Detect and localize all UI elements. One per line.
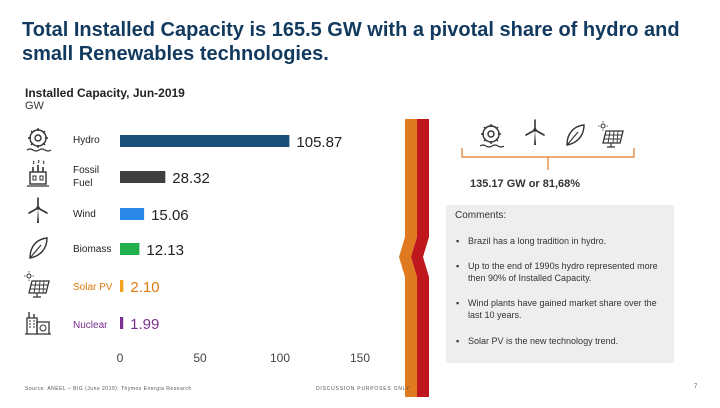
- hydro-icon: [479, 124, 505, 148]
- comment-item: ▪ Up to the end of 1990s hydro represent…: [456, 261, 658, 283]
- chevron-bracket: [399, 119, 429, 397]
- x-tick-label: 150: [350, 351, 370, 365]
- data-label: 12.13: [146, 242, 184, 259]
- category-label-hydro: Hydro: [73, 135, 100, 146]
- solar-panel-icon: [598, 121, 624, 148]
- bullet-icon: ▪: [456, 261, 460, 271]
- x-tick-label: 0: [117, 351, 124, 365]
- renewables-bracket: [461, 148, 635, 170]
- hydro-icon: [26, 128, 52, 152]
- bar-nuclear: [120, 317, 124, 329]
- page-number: 7: [694, 384, 698, 390]
- bar-fossil-fuel: [120, 171, 166, 183]
- chart-unit: GW: [25, 100, 44, 112]
- footer-disclaimer: DISCUSSION PURPOSES ONLY: [316, 386, 411, 392]
- fossil-fuel-icon: [27, 160, 49, 187]
- comment-item: ▪ Brazil has a long tradition in hydro.: [456, 236, 607, 246]
- data-label: 105.87: [296, 134, 342, 151]
- category-label-biomass: Biomass: [73, 244, 112, 255]
- bar-wind: [120, 208, 145, 220]
- bar-hydro: [120, 135, 290, 147]
- biomass-leaf-icon: [566, 124, 585, 146]
- bar-solar-pv: [120, 280, 124, 292]
- solar-panel-icon: [24, 271, 50, 298]
- comments-box: Comments: ▪ Brazil has a long tradition …: [446, 205, 674, 363]
- footer-source: Source: ANEEL – BIG (June 2019); Thymos …: [25, 386, 192, 392]
- bullet-icon: ▪: [456, 298, 460, 308]
- comment-item: ▪ Solar PV is the new technology trend.: [456, 336, 619, 346]
- category-label-nuclear: Nuclear: [73, 320, 108, 331]
- renewables-total: 135.17 GW or 81,68%: [470, 178, 581, 190]
- x-tick-label: 100: [270, 351, 290, 365]
- slide-title: Total Installed Capacity is 165.5 GW wit…: [22, 19, 680, 65]
- comments-title: Comments:: [455, 210, 507, 221]
- nuclear-plant-icon: [25, 312, 51, 335]
- chart-subtitle: Installed Capacity, Jun-2019: [25, 86, 185, 100]
- data-label: 1.99: [130, 316, 159, 333]
- bullet-icon: ▪: [456, 336, 460, 346]
- bar-biomass: [120, 243, 140, 255]
- wind-turbine-icon: [28, 197, 48, 223]
- category-label-wind: Wind: [73, 209, 96, 220]
- data-label: 2.10: [130, 279, 159, 296]
- category-label-fossil-fuel: Fossil Fuel: [73, 165, 100, 189]
- data-label: 15.06: [151, 207, 189, 224]
- category-label-solar-pv: Solar PV: [73, 282, 113, 293]
- bullet-icon: ▪: [456, 236, 460, 246]
- biomass-leaf-icon: [29, 237, 48, 259]
- wind-turbine-icon: [525, 119, 545, 145]
- x-tick-label: 50: [193, 351, 207, 365]
- comment-item: ▪ Wind plants have gained market share o…: [456, 298, 657, 320]
- data-label: 28.32: [172, 170, 210, 187]
